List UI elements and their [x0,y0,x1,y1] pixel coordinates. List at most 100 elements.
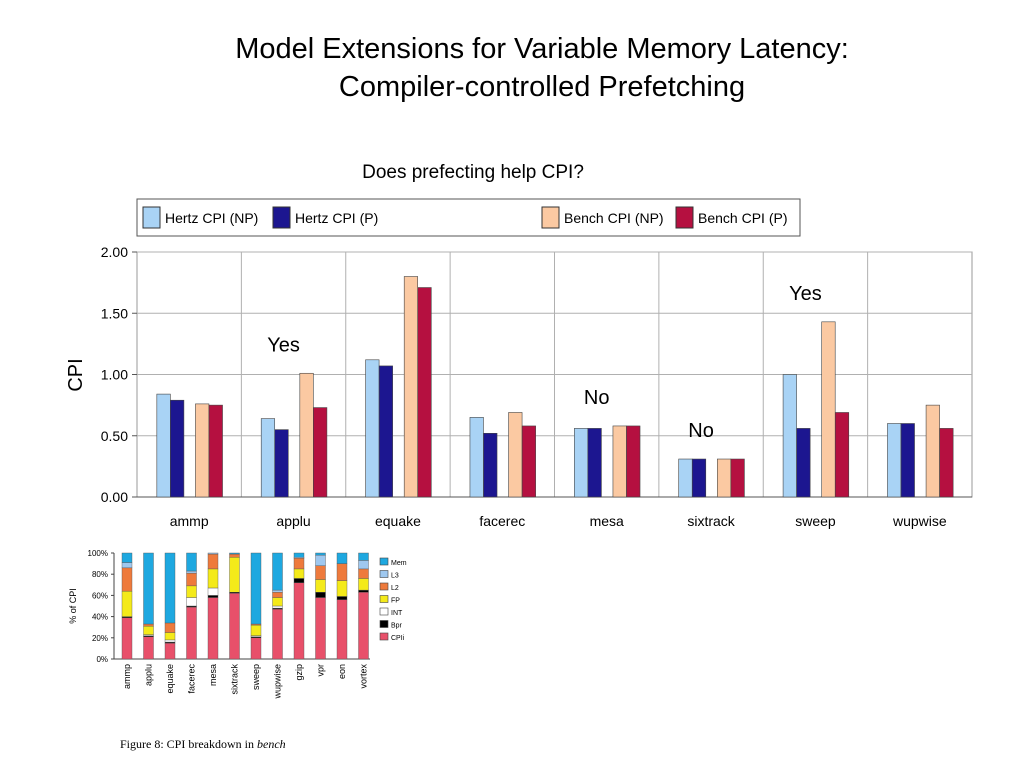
bar-mesa-1 [587,428,602,498]
bar-applu-3 [313,407,328,498]
breakdown-seg-wupwise-FP [272,597,283,607]
breakdown-legend-swatch-FP [379,595,389,603]
bar-sixtrack-2 [717,458,732,498]
breakdown-seg-applu-CPIi [143,636,154,660]
bar-ammp-1 [170,399,185,498]
bar-facerec-1 [483,432,498,498]
breakdown-seg-vortex-L2 [358,568,369,579]
figure-caption: Figure 8: CPI breakdown in bench [120,737,286,752]
xtick-label-equake: equake [375,513,421,529]
breakdown-ytick-label-2: 40% [92,613,108,622]
breakdown-seg-equake-INT [164,639,176,643]
bar-sweep-0 [782,374,797,498]
breakdown-seg-vpr-Mem [315,552,326,556]
bar-wupwise-1 [900,423,915,498]
ytick-label-4: 2.00 [101,244,128,260]
bar-applu-2 [299,372,314,498]
breakdown-seg-vortex-L3 [358,560,369,570]
legend-label-0: Hertz CPI (NP) [165,210,258,226]
breakdown-legend-label-Mem: Mem [391,560,407,567]
breakdown-xtick-eon: eon [337,664,347,679]
breakdown-seg-wupwise-L2 [272,592,283,598]
breakdown-seg-sixtrack-CPIi [229,593,240,660]
bar-equake-1 [378,365,393,498]
breakdown-legend-swatch-L3 [379,570,389,578]
slide-title-line1: Model Extensions for Variable Memory Lat… [235,33,849,65]
breakdown-seg-gzip-Mem [293,552,305,558]
breakdown-seg-vortex-CPIi [358,592,369,660]
bar-wupwise-0 [887,423,902,498]
bar-equake-3 [417,287,432,498]
breakdown-seg-vortex-Mem [358,552,369,561]
bar-applu-0 [260,418,276,498]
breakdown-seg-sweep-Mem [250,552,262,625]
breakdown-seg-mesa-L2 [207,553,219,570]
bar-facerec-3 [521,425,536,498]
breakdown-seg-mesa-CPIi [207,597,219,660]
ytick-label-1: 0.50 [101,428,128,444]
breakdown-seg-mesa-L3 [207,552,219,555]
annotation-mesa: No [584,387,610,409]
slide-title-line2: Compiler-controlled Prefetching [338,71,746,103]
breakdown-seg-sixtrack-L2 [229,553,240,558]
breakdown-seg-mesa-INT [207,587,219,596]
bar-sweep-3 [834,412,850,498]
ytick-label-0: 0.00 [101,489,128,505]
breakdown-seg-facerec-FP [186,585,197,598]
breakdown-seg-facerec-L3 [186,570,197,574]
bar-ammp-2 [195,403,210,498]
breakdown-legend-label-INT: INT [391,610,403,617]
xtick-label-wupwise: wupwise [892,513,947,529]
breakdown-xtick-sweep: sweep [251,664,261,690]
breakdown-xtick-mesa: mesa [208,664,218,686]
breakdown-ytick-label-3: 60% [92,591,108,600]
bar-wupwise-2 [925,404,940,498]
breakdown-xtick-vpr: vpr [316,664,326,677]
breakdown-seg-wupwise-Mem [272,552,283,591]
breakdown-legend-swatch-Bpr [379,620,389,628]
breakdown-seg-facerec-CPIi [186,606,197,660]
bar-mesa-0 [574,428,589,498]
breakdown-legend-label-L2: L2 [391,585,399,592]
annotation-sixtrack: No [688,420,714,442]
breakdown-seg-mesa-FP [207,568,219,589]
bar-facerec-0 [469,417,484,498]
breakdown-seg-applu-Mem [143,552,154,625]
breakdown-legend-label-FP: FP [391,598,400,605]
breakdown-xtick-vortex: vortex [359,664,369,689]
xtick-label-sweep: sweep [795,513,836,529]
bar-equake-2 [403,276,419,498]
breakdown-xtick-facerec: facerec [187,664,197,694]
breakdown-seg-eon-Mem [336,552,348,564]
bar-mesa-2 [612,425,627,498]
xtick-label-facerec: facerec [479,513,525,529]
bar-sweep-2 [821,321,836,498]
breakdown-seg-equake-CPIi [164,642,176,660]
legend-swatch-1 [272,206,291,229]
bar-ammp-3 [208,404,223,498]
breakdown-seg-vpr-L3 [315,554,326,566]
breakdown-seg-vortex-Bpr [358,589,369,593]
breakdown-legend-swatch-L2 [379,582,389,591]
breakdown-ytick-label-4: 80% [92,570,108,579]
breakdown-seg-facerec-L2 [186,572,197,587]
figure-caption-italic: bench [257,737,286,751]
breakdown-seg-vortex-FP [358,578,369,591]
breakdown-seg-sweep-FP [250,624,262,636]
breakdown-seg-wupwise-CPIi [272,608,283,660]
breakdown-legend-swatch-CPIi [379,632,389,641]
legend-label-3: Bench CPI (P) [698,210,787,226]
breakdown-seg-ammp-CPIi [121,617,133,660]
breakdown-seg-eon-FP [336,580,348,597]
xtick-label-mesa: mesa [590,513,624,529]
breakdown-seg-wupwise-INT [272,605,283,609]
legend-swatch-0 [142,206,161,229]
breakdown-seg-ammp-FP [121,590,133,617]
breakdown-seg-gzip-CPIi [293,582,305,660]
breakdown-seg-gzip-Bpr [293,578,305,583]
annotation-applu: Yes [267,334,300,356]
breakdown-legend-label-Bpr: Bpr [391,623,403,630]
breakdown-seg-vpr-Bpr [315,592,326,598]
breakdown-legend-swatch-INT [379,607,389,616]
